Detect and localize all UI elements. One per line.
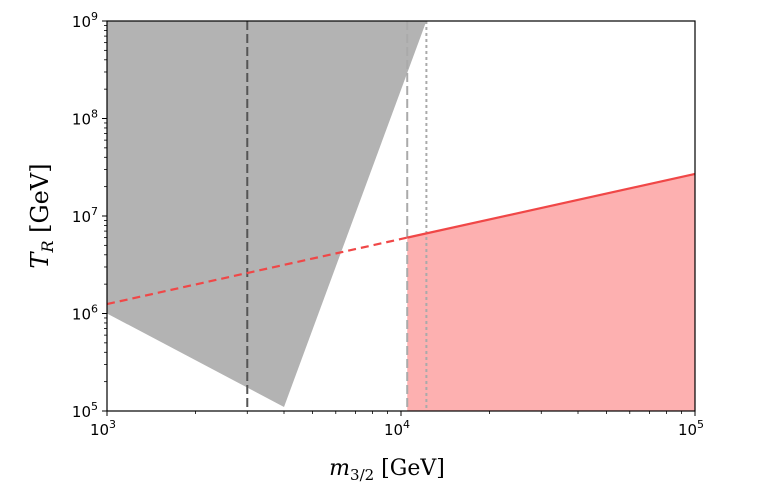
y-tick-label-1: 105	[72, 400, 98, 421]
y-tick-label-5: 109	[72, 10, 98, 31]
y-tick-label-2: 106	[72, 303, 98, 324]
x-axis-label: m3/2 [GeV]	[329, 456, 445, 484]
x-axis-label-subscript: 3/2	[350, 466, 374, 484]
y-axis-label-subscript: R	[38, 241, 57, 254]
red-line-solid	[406, 172, 696, 239]
y-axis-label: TR [GeV]	[26, 163, 57, 268]
x-axis-label-symbol: m	[329, 456, 350, 481]
gray-excluded-region	[107, 21, 427, 407]
plot-area	[106, 21, 696, 411]
red-excluded-region	[407, 173, 695, 411]
y-tick-label-4: 108	[72, 108, 98, 129]
tick-layer: 103 104 105 105 106 107 108 109	[72, 10, 704, 439]
x-tick-label-2: 104	[384, 418, 410, 439]
y-axis-label-symbol: T	[26, 251, 54, 269]
y-tick-label-3: 107	[72, 205, 98, 226]
y-axis-label-unit: [GeV]	[26, 163, 54, 240]
x-tick-label-1: 103	[90, 418, 116, 439]
x-axis-label-unit: [GeV]	[374, 456, 445, 481]
x-tick-label-3: 105	[678, 418, 704, 439]
